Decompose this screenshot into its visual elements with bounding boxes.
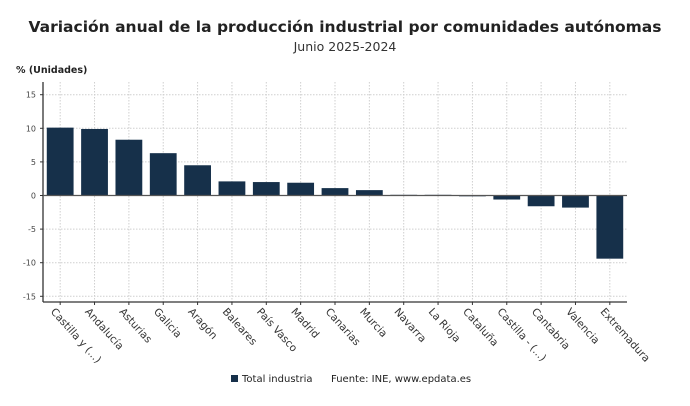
x-tick-label: Navarra xyxy=(391,306,428,345)
bar xyxy=(287,182,315,196)
y-tick-label: 10 xyxy=(26,124,36,133)
y-tick-label: -10 xyxy=(23,259,36,268)
bar xyxy=(149,153,177,196)
y-tick-label: 0 xyxy=(31,192,36,201)
x-tick-label: Murcia xyxy=(357,306,389,340)
y-tick-label: 5 xyxy=(31,158,36,167)
bar xyxy=(596,195,624,259)
bar xyxy=(493,195,521,200)
gridlines xyxy=(43,82,627,302)
bar xyxy=(355,190,383,196)
y-axis-label: % (Unidades) xyxy=(16,65,87,76)
x-axis-labels: Castilla y (...)AndalucíaAsturiasGalicia… xyxy=(48,302,652,366)
bar xyxy=(46,127,74,196)
bar xyxy=(115,139,143,196)
y-tick-label: 15 xyxy=(26,91,36,100)
bar xyxy=(562,195,589,208)
legend: Total industria Fuente: INE, www.epdata.… xyxy=(231,374,471,385)
legend-swatch xyxy=(231,375,238,382)
chart-subtitle: Junio 2025-2024 xyxy=(293,39,397,54)
chart-title: Variación anual de la producción industr… xyxy=(28,18,661,36)
bar xyxy=(252,182,280,196)
y-tick-label: -15 xyxy=(23,292,36,301)
source-note: Fuente: INE, www.epdata.es xyxy=(331,374,471,385)
x-tick-label: Madrid xyxy=(288,306,321,341)
bars xyxy=(46,127,624,259)
y-tick-label: -5 xyxy=(28,225,36,234)
x-tick-label: Aragón xyxy=(185,306,219,342)
bar xyxy=(184,165,211,196)
bar xyxy=(321,188,349,196)
y-axis-ticks: 15 10 5 0 -5 -10 -15 xyxy=(23,91,43,301)
x-tick-label: La Rioja xyxy=(426,306,463,345)
bar xyxy=(527,195,555,207)
x-tick-label: Baleares xyxy=(220,306,259,348)
x-tick-label: Extremadura xyxy=(598,306,653,365)
x-tick-label: Cataluña xyxy=(460,306,500,349)
x-tick-label: Canarias xyxy=(323,306,363,348)
legend-label: Total industria xyxy=(241,374,312,385)
x-tick-label: Galicia xyxy=(151,306,184,340)
bar xyxy=(81,128,108,196)
bar xyxy=(218,181,246,196)
